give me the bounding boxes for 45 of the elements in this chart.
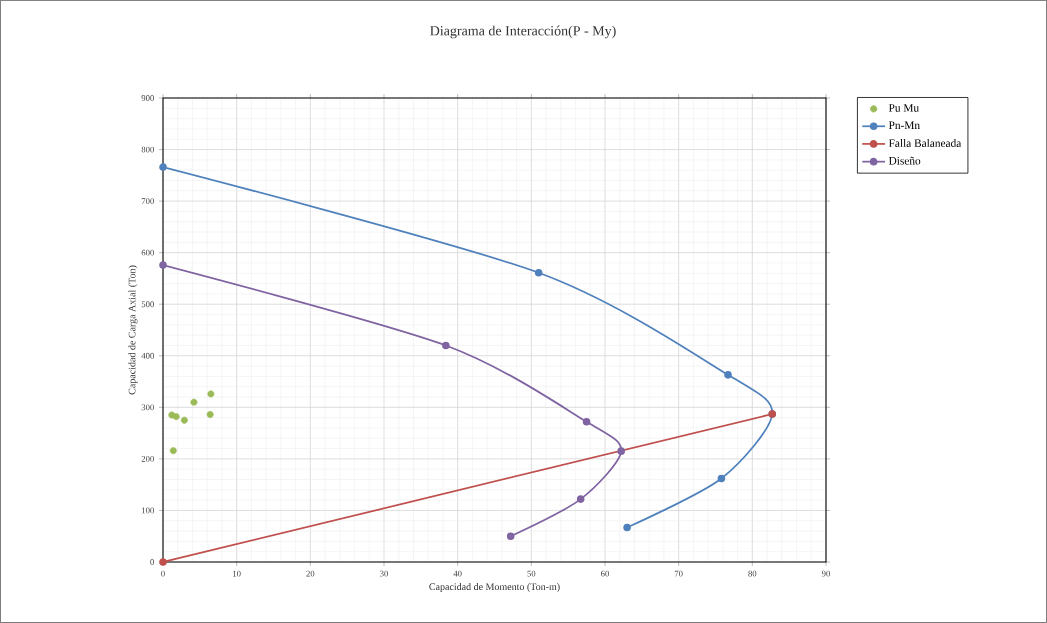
point [206,411,214,419]
legend-label: Diseño [888,156,921,165]
x-tick-label: 60 [601,570,609,577]
y-tick-label: 600 [141,249,154,256]
y-tick-label: 700 [141,198,154,205]
y-tick-label: 200 [141,455,154,462]
x-tick-label: 90 [821,570,830,577]
point [623,523,631,532]
y-tick-label: 900 [141,95,154,101]
point [442,341,450,350]
point [190,398,198,406]
x-tick-label: 10 [233,570,241,577]
point [172,413,180,421]
x-tick-label: 70 [674,570,683,577]
y-tick-label: 300 [141,404,154,411]
point [180,416,188,424]
point [576,495,585,503]
point [534,268,543,277]
legend-label: Pu Mu [888,104,919,112]
legend-label: Falla Balaneada [888,138,962,147]
y-tick-label: 500 [141,301,154,308]
y-tick-label: 400 [141,352,154,359]
x-tick-label: 20 [306,570,315,577]
y-axis-title: Capacidad de Carga Axial (Ton) [128,265,138,395]
point [617,447,626,455]
point [159,261,167,269]
chart-title: Diagrama de Interacción(P - My) [430,25,616,39]
y-tick-label: 800 [141,146,154,153]
x-axis-title: Capacidad de Momento (Ton-m) [429,583,560,593]
point [159,558,167,566]
point [207,390,215,398]
point [159,163,167,171]
x-tick-label: 80 [748,570,757,577]
y-tick-label: 100 [142,507,154,514]
legend-label: Pn-Mn [888,121,920,129]
x-tick-label: 0 [161,570,165,577]
x-tick-label: 40 [453,570,462,577]
point [582,417,591,426]
point [169,447,177,455]
y-tick-label: 0 [150,559,154,565]
point [506,532,515,541]
point [724,371,732,379]
point [717,474,726,483]
x-tick-label: 30 [380,570,388,577]
x-tick-label: 50 [527,570,536,577]
